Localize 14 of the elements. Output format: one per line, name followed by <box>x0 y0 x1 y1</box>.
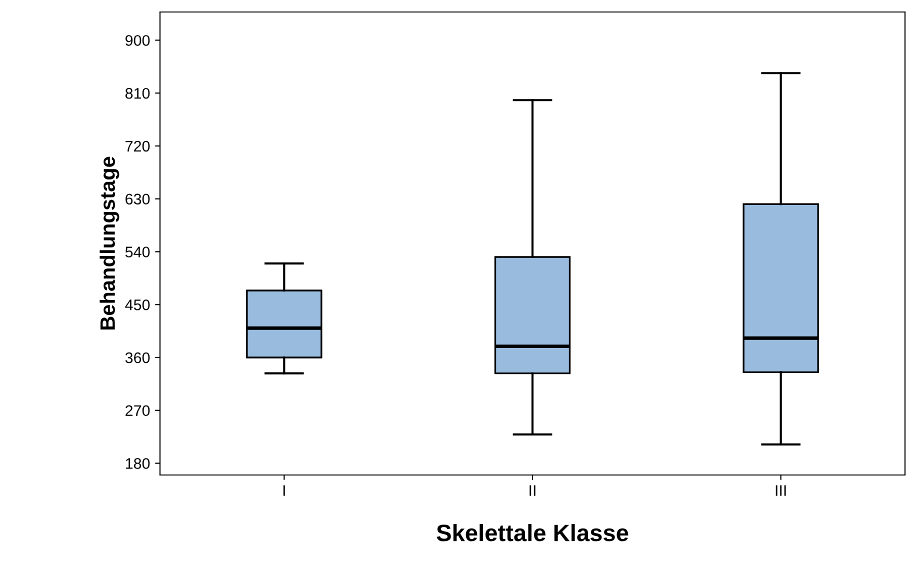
x-tick-label: I <box>283 485 285 496</box>
x-tick-label: III <box>776 485 786 496</box>
x-axis-title: Skelettale Klasse <box>436 524 628 542</box>
y-tick-label: 810 <box>125 88 150 99</box>
y-tick-label: 540 <box>125 246 150 258</box>
y-tick-label: 900 <box>126 35 150 46</box>
y-tick-label: 360 <box>125 352 150 364</box>
y-tick-label: 180 <box>126 458 150 469</box>
x-tick-label: II <box>530 485 536 496</box>
y-tick-label: 720 <box>126 140 150 152</box>
y-axis-title: Behandlungstage <box>100 156 120 330</box>
y-tick-label: 630 <box>126 194 150 205</box>
y-tick-label: 450 <box>125 299 150 310</box>
y-tick-label: 270 <box>126 405 150 416</box>
